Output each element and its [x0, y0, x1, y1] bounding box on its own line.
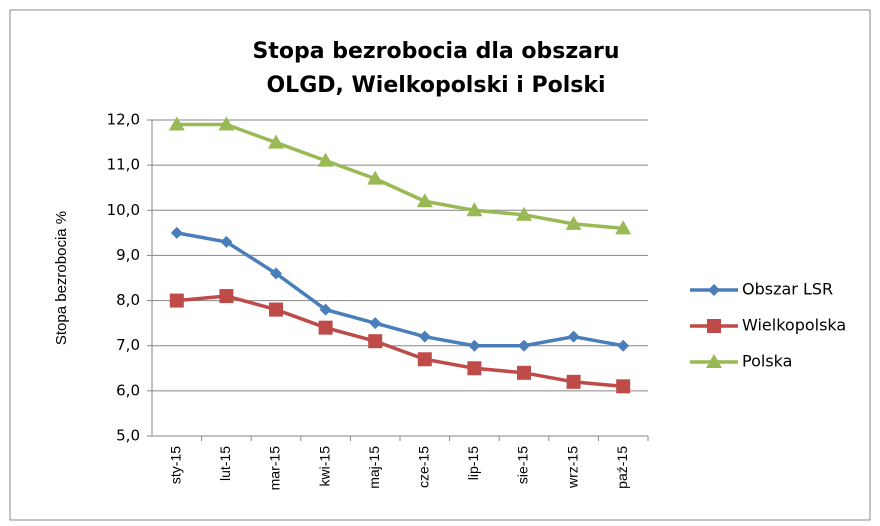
data-point — [269, 302, 283, 317]
legend-marker — [707, 319, 721, 333]
data-point — [170, 226, 183, 239]
series-line — [176, 122, 624, 231]
data-point — [270, 267, 282, 280]
series-line — [176, 231, 624, 348]
x-tick-label: sie-15 — [515, 446, 531, 484]
data-point — [367, 170, 384, 185]
y-axis-label: Stopa bezrobocia % — [53, 211, 70, 345]
x-tick-label: kwi-15 — [316, 446, 332, 487]
data-point — [220, 235, 233, 248]
y-tick-label: 10,0 — [107, 201, 140, 219]
data-point — [517, 365, 531, 380]
data-point — [417, 352, 432, 367]
series-line — [176, 294, 624, 389]
data-point — [318, 320, 333, 335]
chart-frame — [9, 9, 871, 521]
y-tick-label: 8,0 — [116, 291, 140, 309]
data-point — [468, 339, 481, 352]
legend-marker — [708, 284, 720, 296]
x-tick-label: lut-15 — [217, 446, 233, 481]
chart-title: OLGD, Wielkopolski i Polski — [266, 73, 605, 98]
y-tick-label: 5,0 — [116, 427, 140, 445]
chart-title: Stopa bezrobocia dla obszaru — [252, 39, 619, 64]
data-point — [416, 193, 433, 208]
data-point — [466, 202, 483, 217]
data-point — [566, 374, 581, 389]
x-tick-label: wrz-15 — [564, 446, 580, 489]
legend-marker — [706, 354, 722, 368]
data-point — [369, 317, 382, 330]
data-point — [567, 330, 580, 343]
data-point — [467, 361, 482, 376]
legend-label: Wielkopolska — [742, 316, 846, 335]
data-point — [418, 330, 431, 343]
data-point — [617, 339, 630, 352]
data-point — [219, 289, 234, 304]
y-tick-label: 9,0 — [116, 246, 140, 264]
data-point — [317, 152, 334, 167]
data-point — [268, 134, 284, 149]
data-point — [565, 215, 582, 230]
y-tick-label: 12,0 — [107, 111, 140, 129]
data-point — [218, 116, 235, 131]
x-tick-label: mar-15 — [267, 446, 283, 491]
x-tick-label: maj-15 — [366, 446, 382, 489]
data-point — [615, 220, 632, 235]
legend-label: Obszar LSR — [742, 280, 833, 299]
x-tick-label: sty-15 — [168, 446, 184, 484]
data-point — [518, 339, 530, 352]
x-tick-label: lip-15 — [465, 446, 481, 480]
data-point — [168, 116, 185, 131]
legend-label: Polska — [742, 352, 792, 371]
y-tick-label: 7,0 — [116, 336, 140, 354]
y-tick-label: 6,0 — [116, 381, 140, 399]
data-point — [319, 303, 332, 316]
x-tick-label: cze-15 — [416, 446, 432, 488]
x-tick-label: paź-15 — [614, 446, 630, 489]
data-point — [616, 379, 631, 394]
y-tick-label: 11,0 — [107, 156, 140, 174]
data-point — [516, 206, 532, 221]
data-point — [169, 293, 184, 308]
data-point — [368, 334, 383, 349]
